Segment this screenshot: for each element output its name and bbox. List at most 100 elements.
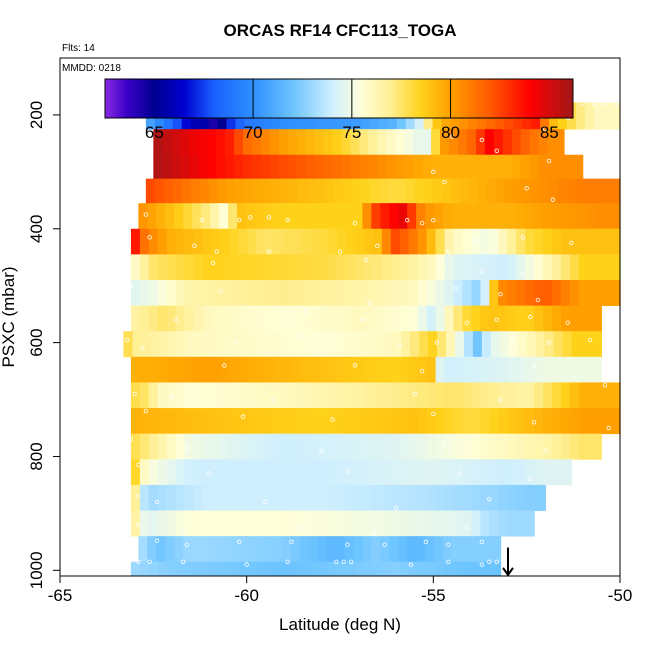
heatmap-cell: [553, 331, 564, 358]
heatmap-cell: [389, 203, 399, 230]
heatmap-cell: [471, 254, 481, 281]
heatmap-cell: [426, 356, 437, 383]
heatmap-cell: [611, 178, 621, 204]
sample-point: [524, 186, 529, 191]
heatmap-cell: [422, 129, 432, 156]
heatmap-cell: [301, 356, 311, 383]
heatmap-cell: [453, 382, 464, 409]
heatmap-cell: [399, 561, 410, 577]
heatmap-cell: [256, 305, 266, 332]
heatmap-cell: [431, 129, 441, 156]
heatmap-cell: [372, 459, 383, 486]
heatmap-cell: [337, 254, 347, 281]
heatmap-cell: [399, 254, 410, 281]
heatmap-cell: [256, 484, 266, 511]
heatmap-cell: [292, 280, 302, 307]
heatmap-cell: [507, 459, 517, 486]
heatmap-cell: [157, 433, 168, 460]
heatmap-cell: [166, 433, 177, 460]
heatmap-cell: [471, 510, 481, 537]
heatmap-cell: [175, 305, 186, 332]
heatmap-cell: [211, 280, 222, 307]
heatmap-cell: [316, 178, 326, 204]
heatmap-cell: [354, 305, 365, 332]
heatmap-cell: [153, 154, 163, 180]
heatmap-cell: [413, 129, 423, 156]
heatmap-cell: [587, 433, 598, 460]
heatmap-cell: [372, 561, 383, 577]
heatmap-cell: [299, 536, 310, 563]
heatmap-cell: [431, 154, 441, 180]
heatmap-cell: [328, 433, 338, 460]
heatmap-cell: [220, 228, 231, 255]
heatmap-cell: [238, 382, 249, 409]
heatmap-cell: [569, 228, 580, 255]
heatmap-cell: [281, 203, 292, 230]
heatmap-cell: [408, 356, 419, 383]
colorbar-tick-label: 65: [145, 123, 164, 142]
heatmap-cell: [310, 459, 320, 486]
heatmap-cell: [381, 433, 392, 460]
heatmap-cell: [408, 408, 419, 435]
heatmap-cell: [372, 254, 383, 281]
heatmap-cell: [165, 536, 175, 563]
heatmap-cell: [354, 459, 365, 486]
y-tick-label: 1000: [27, 551, 46, 589]
sample-point: [132, 391, 137, 397]
sample-point: [442, 442, 447, 448]
heatmap-cell: [211, 305, 222, 332]
heatmap-cell: [395, 129, 405, 156]
heatmap-cell: [189, 154, 199, 180]
heatmap-cell: [368, 129, 378, 156]
heatmap-cell: [586, 203, 596, 230]
sample-point: [207, 471, 212, 476]
heatmap-cell: [390, 510, 401, 537]
heatmap-cell: [568, 203, 579, 230]
heatmap-cell: [480, 433, 490, 460]
sample-point: [606, 425, 611, 431]
heatmap-cell: [292, 356, 302, 383]
heatmap-cell: [381, 408, 392, 435]
heatmap-cell: [549, 178, 559, 204]
heatmap-cell: [471, 356, 481, 383]
heatmap-cell: [138, 203, 148, 230]
heatmap-cell: [468, 178, 478, 204]
heatmap-cell: [329, 331, 340, 358]
heatmap-cell: [514, 203, 525, 230]
heatmap-cell: [148, 305, 159, 332]
heatmap-cell: [166, 561, 177, 577]
heatmap-cell: [130, 254, 141, 281]
heatmap-cell: [175, 408, 186, 435]
heatmap-cell: [192, 203, 202, 230]
x-axis-label: Latitude (deg N): [279, 615, 401, 634]
heatmap-cell: [426, 459, 437, 486]
heatmap-cell: [323, 154, 334, 180]
heatmap-cell: [399, 510, 410, 537]
heatmap-cell: [283, 305, 293, 332]
heatmap-cell: [525, 510, 535, 537]
heatmap-cell: [332, 129, 343, 156]
heatmap-cell: [139, 280, 150, 307]
heatmap-cell: [496, 203, 507, 230]
heatmap-cell: [211, 228, 222, 255]
heatmap-cell: [417, 280, 428, 307]
heatmap-cell: [371, 203, 381, 230]
heatmap-cell: [228, 536, 238, 563]
heatmap-cell: [166, 484, 177, 511]
heatmap-cell: [507, 254, 517, 281]
heatmap-cell: [596, 433, 602, 460]
heatmap-cell: [325, 178, 335, 204]
heatmap-cell: [538, 154, 549, 180]
heatmap-cell: [408, 510, 419, 537]
heatmap-cell: [605, 228, 616, 255]
heatmap-cell: [498, 433, 508, 460]
heatmap-cell: [283, 484, 293, 511]
heatmap-cell: [377, 154, 387, 180]
heatmap-cell: [569, 408, 580, 435]
heatmap-cell: [480, 408, 490, 435]
heatmap-cell: [435, 305, 446, 332]
heatmap-cell: [444, 305, 455, 332]
heatmap-cell: [220, 356, 231, 383]
heatmap-cell: [166, 356, 177, 383]
heatmap-cell: [157, 280, 168, 307]
